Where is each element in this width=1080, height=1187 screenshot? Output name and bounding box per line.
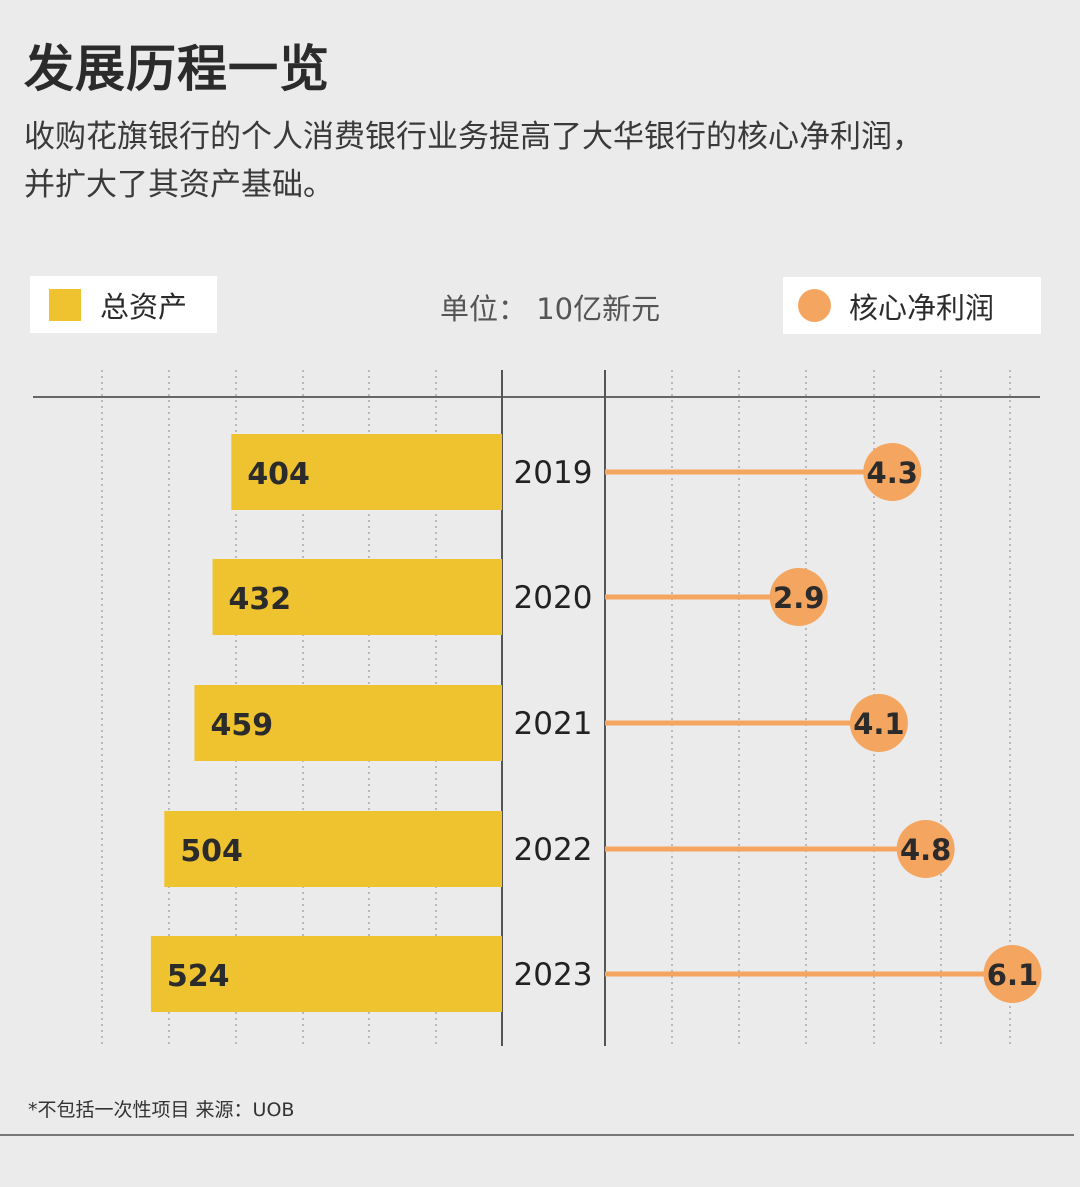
year-label: 2021 xyxy=(514,706,593,742)
core-net-profit-swatch xyxy=(798,289,831,322)
year-label: 2019 xyxy=(514,455,593,491)
year-label: 2022 xyxy=(514,832,593,868)
legend-total-assets-label: 总资产 xyxy=(100,289,188,324)
year-label: 2023 xyxy=(514,957,593,993)
subtitle-line-1: 收购花旗银行的个人消费银行业务提高了大华银行的核心净利润， xyxy=(24,119,923,155)
total-assets-value-label: 524 xyxy=(167,959,230,994)
legend-core-net-profit: 核心净利润 xyxy=(783,277,1041,334)
core-net-profit-dot xyxy=(896,820,955,878)
core-net-profit-dot xyxy=(769,568,828,626)
total-assets-value-label: 404 xyxy=(247,457,310,492)
chart-title: 发展历程一览 xyxy=(24,40,330,98)
core-net-profit-dot xyxy=(863,443,922,501)
year-label: 2020 xyxy=(514,580,593,616)
total-assets-value-label: 432 xyxy=(229,582,292,617)
total-assets-bar xyxy=(212,559,502,635)
total-assets-bar xyxy=(164,811,502,887)
core-net-profit-value-label: 4.3 xyxy=(867,456,918,490)
total-assets-value-label: 504 xyxy=(180,834,243,869)
core-net-profit-value-label: 6.1 xyxy=(987,958,1038,992)
total-assets-swatch xyxy=(49,288,81,321)
unit-label: 单位： 10亿新元 xyxy=(440,292,661,326)
total-assets-bar xyxy=(150,936,503,1012)
core-net-profit-dot xyxy=(983,945,1042,1003)
subtitle-line-2: 并扩大了其资产基础。 xyxy=(24,167,334,203)
chart: 404 2019 4.3 432 2020 2.9 459 2021 4.1 504 2022 4.8… xyxy=(33,370,1042,1046)
chart-subtitle: 收购花旗银行的个人消费银行业务提高了大华银行的核心净利润， 并扩大了其资产基础。 xyxy=(24,113,923,209)
legend-total-assets: 总资产 xyxy=(30,276,217,333)
legend-core-net-profit-label: 核心净利润 xyxy=(849,290,995,325)
footnote: *不包括一次性项目 来源：UOB xyxy=(28,1099,295,1121)
core-net-profit-value-label: 4.1 xyxy=(853,707,904,741)
total-assets-value-label: 459 xyxy=(210,708,273,743)
total-assets-bar xyxy=(194,685,502,761)
core-net-profit-dot xyxy=(849,694,908,752)
bottom-divider xyxy=(0,1134,1074,1136)
total-assets-bar xyxy=(231,434,502,510)
core-net-profit-value-label: 2.9 xyxy=(773,581,824,615)
core-net-profit-value-label: 4.8 xyxy=(900,833,951,867)
